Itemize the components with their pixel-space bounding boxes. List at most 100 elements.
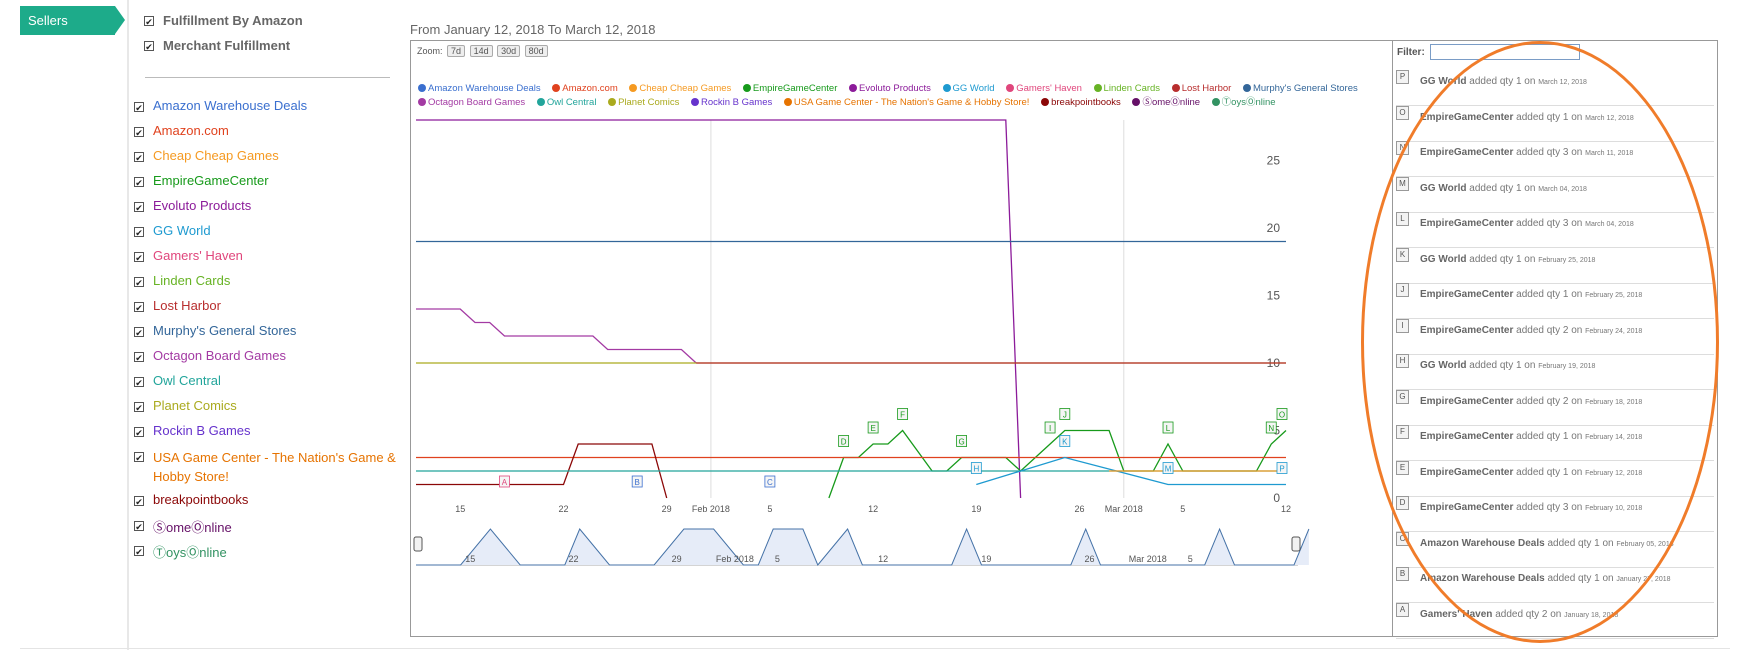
filter-input[interactable] bbox=[1430, 44, 1580, 60]
annotation-flag-label[interactable]: D bbox=[841, 438, 847, 447]
annotation-flag-box[interactable] bbox=[956, 435, 967, 447]
seller-label[interactable]: Amazon.com bbox=[153, 123, 229, 138]
seller-checkbox[interactable]: ✔ bbox=[134, 352, 144, 363]
legend-item[interactable]: USA Game Center - The Nation's Game & Ho… bbox=[783, 97, 1029, 108]
event-row[interactable]: C Amazon Warehouse Deals added qty 1 on F… bbox=[1396, 531, 1714, 568]
seller-label[interactable]: breakpointbooks bbox=[153, 492, 249, 507]
annotation-flag-box[interactable] bbox=[1276, 462, 1288, 474]
legend-item[interactable]: EmpireGameCenter bbox=[742, 83, 837, 94]
seller-label[interactable]: GG World bbox=[153, 223, 211, 238]
event-row[interactable]: J EmpireGameCenter added qty 1 on Februar… bbox=[1396, 283, 1714, 319]
seller-checkbox[interactable]: ✔ bbox=[134, 152, 144, 163]
annotation-flag-label[interactable]: N bbox=[1268, 424, 1274, 433]
legend-item[interactable]: Cheap Cheap Games bbox=[629, 83, 731, 94]
annotation-flag-label[interactable]: F bbox=[900, 411, 905, 420]
event-row[interactable]: G EmpireGameCenter added qty 2 on Februar… bbox=[1396, 389, 1714, 426]
annotation-flag-box[interactable] bbox=[1265, 421, 1277, 434]
seller-label[interactable]: Cheap Cheap Games bbox=[153, 148, 279, 163]
seller-label[interactable]: EmpireGameCenter bbox=[153, 173, 269, 188]
annotation-flag-label[interactable]: C bbox=[767, 478, 773, 487]
annotation-flag-label[interactable]: I bbox=[1049, 424, 1051, 433]
legend-item[interactable]: Owl Central bbox=[536, 97, 596, 108]
seller-checkbox[interactable]: ✔ bbox=[134, 227, 144, 238]
event-row[interactable]: H GG World added qty 1 on February 19, 20… bbox=[1396, 354, 1714, 390]
legend-item[interactable]: Planet Comics bbox=[608, 97, 679, 108]
event-row[interactable]: O EmpireGameCenter added qty 1 on March 1… bbox=[1396, 105, 1714, 142]
legend-item[interactable]: breakpointbooks bbox=[1041, 97, 1121, 108]
seller-label[interactable]: Gamers' Haven bbox=[153, 248, 243, 263]
event-row[interactable]: N EmpireGameCenter added qty 3 on March 1… bbox=[1396, 141, 1714, 177]
legend-item[interactable]: Rockin B Games bbox=[690, 97, 772, 108]
annotation-flag-box[interactable] bbox=[1044, 421, 1056, 434]
seller-checkbox[interactable]: ✔ bbox=[134, 127, 144, 138]
event-row[interactable]: M GG World added qty 1 on March 04, 2018 bbox=[1396, 176, 1714, 213]
annotation-flag-box[interactable] bbox=[1276, 408, 1288, 420]
annotation-flag-box[interactable] bbox=[1059, 408, 1071, 420]
annotation-flag-label[interactable]: O bbox=[1279, 411, 1285, 420]
zoom-80d-button[interactable]: 80d bbox=[524, 45, 548, 57]
annotation-flag-label[interactable]: A bbox=[502, 478, 508, 487]
seller-label[interactable]: Amazon Warehouse Deals bbox=[153, 98, 308, 113]
zoom-30d-button[interactable]: 30d bbox=[497, 45, 521, 57]
legend-item[interactable]: Amazon.com bbox=[552, 83, 618, 94]
sellers-tab[interactable]: Sellers bbox=[20, 6, 125, 35]
seller-label[interactable]: Owl Central bbox=[153, 373, 221, 388]
event-row[interactable]: L EmpireGameCenter added qty 3 on March 0… bbox=[1396, 212, 1714, 248]
legend-item[interactable]: ⓈomeⓄnline bbox=[1132, 97, 1200, 108]
seller-checkbox[interactable]: ✔ bbox=[134, 202, 144, 213]
seller-label[interactable]: Octagon Board Games bbox=[153, 348, 286, 363]
annotation-flag-label[interactable]: G bbox=[958, 438, 964, 447]
seller-label[interactable]: Murphy's General Stores bbox=[153, 323, 297, 338]
seller-label[interactable]: Rockin B Games bbox=[153, 423, 251, 438]
navigator-handle-right[interactable] bbox=[1291, 536, 1301, 552]
annotation-flag-box[interactable] bbox=[499, 475, 510, 488]
annotation-flag-label[interactable]: E bbox=[870, 424, 875, 433]
legend-item[interactable]: ⓉoysⓄnline bbox=[1211, 97, 1276, 108]
legend-item[interactable]: Evoluto Products bbox=[849, 83, 931, 94]
event-row[interactable]: D EmpireGameCenter added qty 3 on Februar… bbox=[1396, 496, 1714, 532]
annotation-flag-box[interactable] bbox=[764, 475, 776, 488]
seller-checkbox[interactable]: ✔ bbox=[134, 546, 144, 557]
event-row[interactable]: K GG World added qty 1 on February 25, 20… bbox=[1396, 247, 1714, 284]
seller-label[interactable]: Evoluto Products bbox=[153, 198, 252, 213]
navigator-handle-left[interactable] bbox=[413, 536, 423, 552]
event-row[interactable]: I EmpireGameCenter added qty 2 on Februar… bbox=[1396, 318, 1714, 355]
event-row[interactable]: F EmpireGameCenter added qty 1 on Februar… bbox=[1396, 425, 1714, 461]
seller-checkbox[interactable]: ✔ bbox=[134, 102, 144, 113]
annotation-flag-label[interactable]: L bbox=[1166, 424, 1171, 433]
legend-item[interactable]: GG World bbox=[942, 83, 995, 94]
seller-label[interactable]: Linden Cards bbox=[153, 273, 231, 288]
legend-item[interactable]: Murphy's General Stores bbox=[1242, 83, 1358, 94]
annotation-flag-label[interactable]: H bbox=[973, 465, 979, 474]
seller-label[interactable]: ⓈomeⓄnline bbox=[153, 520, 232, 535]
annotation-flag-box[interactable] bbox=[1162, 462, 1174, 474]
zoom-14d-button[interactable]: 14d bbox=[469, 45, 493, 57]
seller-checkbox[interactable]: ✔ bbox=[134, 252, 144, 263]
seller-label[interactable]: USA Game Center - The Nation's Game & Ho… bbox=[153, 450, 396, 484]
legend-item[interactable]: Amazon Warehouse Deals bbox=[418, 83, 541, 94]
seller-label[interactable]: ⓉoysⓄnline bbox=[153, 545, 227, 560]
seller-checkbox[interactable]: ✔ bbox=[134, 302, 144, 313]
event-row[interactable]: P GG World added qty 1 on March 12, 2018 bbox=[1396, 70, 1714, 106]
legend-item[interactable]: Linden Cards bbox=[1093, 83, 1160, 94]
event-row[interactable]: B Amazon Warehouse Deals added qty 1 on J… bbox=[1396, 567, 1714, 603]
annotation-flag-label[interactable]: K bbox=[1062, 438, 1068, 447]
seller-checkbox[interactable]: ✔ bbox=[134, 496, 144, 507]
zoom-7d-button[interactable]: 7d bbox=[447, 45, 466, 57]
legend-item[interactable]: Lost Harbor bbox=[1171, 83, 1231, 94]
legend-item[interactable]: Gamers' Haven bbox=[1006, 83, 1082, 94]
seller-checkbox[interactable]: ✔ bbox=[134, 452, 144, 463]
fulfillment-checkbox-merchant[interactable]: ✔ bbox=[144, 41, 154, 52]
annotation-flag-box[interactable] bbox=[897, 408, 909, 420]
legend-item[interactable]: Octagon Board Games bbox=[418, 97, 525, 108]
event-row[interactable]: A Gamers' Haven added qty 2 on January 18… bbox=[1396, 602, 1714, 639]
annotation-flag-box[interactable] bbox=[970, 462, 982, 474]
annotation-flag-label[interactable]: B bbox=[635, 478, 640, 487]
seller-label[interactable]: Planet Comics bbox=[153, 398, 237, 413]
fulfillment-checkbox-fba[interactable]: ✔ bbox=[144, 16, 154, 27]
event-row[interactable]: E EmpireGameCenter added qty 1 on Februar… bbox=[1396, 460, 1714, 497]
annotation-flag-box[interactable] bbox=[1059, 435, 1071, 447]
seller-checkbox[interactable]: ✔ bbox=[134, 277, 144, 288]
seller-checkbox[interactable]: ✔ bbox=[134, 427, 144, 438]
